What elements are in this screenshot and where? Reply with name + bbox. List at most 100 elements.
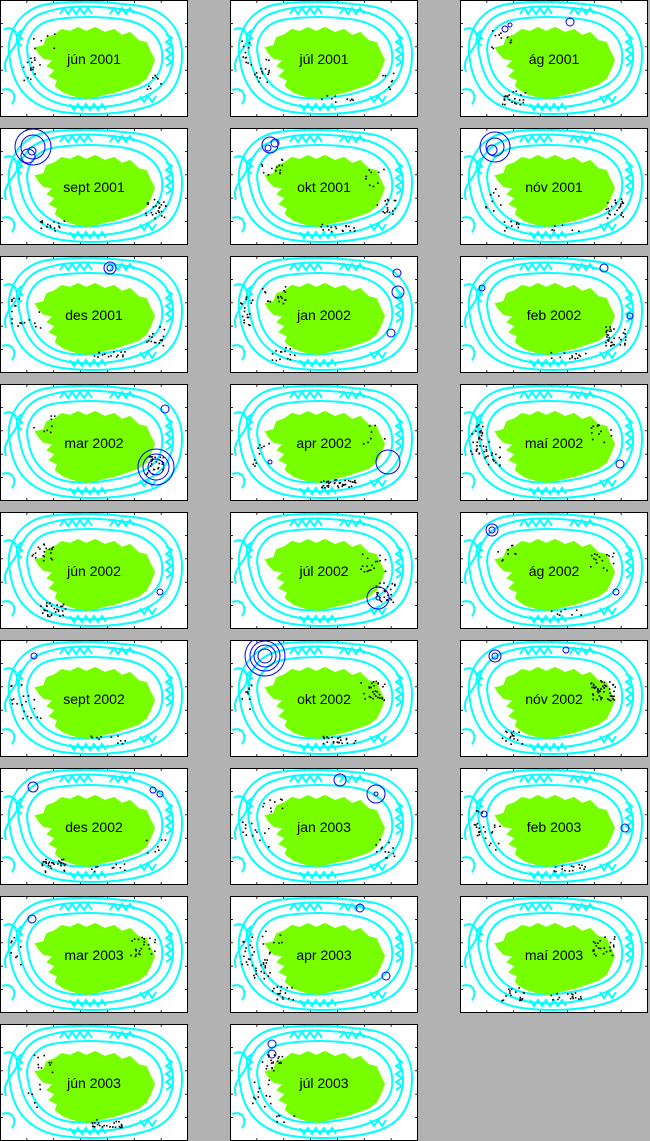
epicenter-dot (273, 941, 275, 944)
depth-contour (1, 1051, 18, 1129)
depth-contour (7, 128, 184, 243)
epicenter-dot (553, 229, 555, 232)
magnitude-circle (149, 786, 157, 794)
epicenter-dot (97, 1122, 100, 1124)
epicenter-dot (30, 57, 32, 60)
magnitude-circle (160, 404, 170, 414)
epicenter-dot (147, 340, 150, 342)
depth-contours (231, 1024, 414, 1139)
depth-contour (486, 656, 624, 740)
epicenter-dot (497, 551, 499, 553)
epicenter-dot (258, 453, 261, 455)
epicenter-dot (381, 696, 383, 699)
epicenter-dot (245, 961, 248, 963)
magnitude-circle (478, 284, 486, 292)
depth-contour (231, 795, 248, 873)
epicenter-dot (393, 855, 396, 858)
epicenter-dot (164, 205, 167, 207)
epicenter-dot (608, 210, 611, 212)
magnitude-circle (501, 25, 509, 33)
depth-contour (569, 390, 595, 400)
epicenter-dot (251, 954, 254, 956)
epicenter-dot (45, 862, 47, 865)
epicenter-dot (386, 585, 389, 588)
epicenter-dot (348, 486, 350, 488)
epicenter-dot (491, 46, 493, 48)
depth-contour (461, 27, 478, 105)
magnitude-circle (599, 263, 609, 273)
epicenter-dot (384, 570, 387, 573)
depth-contour (1, 667, 18, 745)
epicenter-dot (267, 975, 270, 977)
epicenter-dot (13, 936, 16, 939)
depth-contour (15, 925, 24, 943)
epicenter-dot (147, 203, 149, 205)
depth-contour (15, 157, 24, 175)
epicenter-dot (571, 996, 574, 998)
map-panel: ág 2001 (460, 0, 648, 117)
epicenter-dot (137, 952, 140, 955)
depth-contour (289, 774, 323, 784)
depth-contour (519, 518, 553, 528)
epicenter-dot (353, 742, 356, 744)
epicenter-dot (473, 823, 476, 826)
depth-contour (1, 27, 18, 105)
epicenter-dot (518, 99, 521, 101)
epicenter-dot (337, 741, 340, 744)
epicenter-dot (22, 66, 25, 69)
epicenter-dot (33, 707, 36, 710)
epicenter-dot (260, 964, 262, 967)
depth-contour (15, 1053, 24, 1071)
epicenter-dot (492, 30, 494, 32)
epicenter-dot (262, 963, 265, 965)
epicenter-dot (611, 555, 614, 558)
epicenter-dot (246, 691, 249, 693)
epicenter-dots (240, 286, 296, 362)
magnitude-circle (488, 649, 502, 663)
epicenter-dot (154, 938, 157, 941)
epicenter-dot (245, 947, 247, 949)
epicenter-dot (60, 605, 62, 608)
depth-contour (467, 128, 644, 243)
epicenter-dot (254, 465, 256, 467)
epicenter-dot (22, 695, 25, 697)
epicenter-dot (246, 963, 249, 966)
epicenter-dot (152, 333, 154, 335)
epicenter-dot (23, 321, 26, 324)
epicenter-dot (119, 740, 122, 742)
epicenter-dot (514, 552, 516, 555)
epicenter-dot (492, 192, 495, 194)
depth-contour (245, 157, 254, 175)
depth-contour (394, 33, 404, 67)
epicenter-dot (281, 807, 284, 810)
epicenter-dot (503, 95, 506, 98)
epicenter-dot (561, 224, 564, 226)
epicenter-dot (271, 990, 274, 992)
epicenter-dot (384, 438, 386, 440)
epicenter-dot (612, 552, 615, 555)
epicenter-dot (33, 698, 36, 701)
epicenter-dot (320, 481, 323, 483)
epicenter-dot (266, 1065, 268, 1067)
epicenter-dot (598, 695, 601, 697)
epicenter-dot (493, 826, 496, 828)
epicenter-dot (34, 73, 36, 75)
epicenter-dot (476, 448, 479, 450)
depth-contour (475, 413, 484, 431)
epicenter-dot (347, 479, 350, 482)
epicenter-dot (613, 343, 615, 346)
epicenter-dot (349, 480, 352, 483)
epicenter-dots (470, 424, 613, 467)
epicenter-dot (478, 453, 481, 455)
epicenter-dots (252, 1054, 296, 1123)
epicenter-dot (379, 559, 381, 562)
epicenter-dot (263, 445, 265, 448)
epicenter-dot (158, 211, 160, 214)
epicenter-dot (375, 695, 377, 697)
epicenter-dot (264, 965, 266, 967)
depth-contour (339, 134, 365, 144)
epicenter-dot (510, 544, 513, 547)
magnitude-circles (366, 586, 390, 610)
epicenter-dot (368, 169, 371, 171)
epicenter-dot (498, 34, 500, 36)
